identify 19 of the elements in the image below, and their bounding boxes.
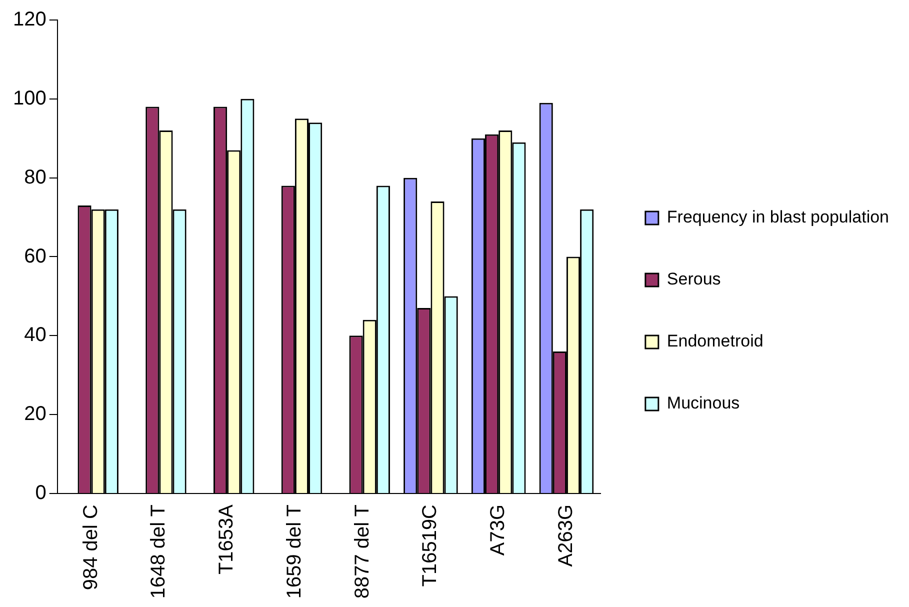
x-tick-label: 1648 del T	[148, 504, 170, 599]
y-tick-label: 0	[35, 482, 46, 504]
legend-label: Serous	[666, 270, 721, 289]
x-tick-label: T16519C	[419, 504, 442, 587]
y-tick-label: 120	[12, 8, 46, 31]
y-tick-label: 60	[24, 245, 46, 268]
legend-label: Mucinous	[666, 394, 740, 413]
x-tick-label: 984 del C	[80, 504, 102, 590]
y-tick-label: 80	[24, 166, 46, 188]
x-tick-label: 1659 del T	[283, 504, 306, 599]
x-tick-label: 8877 del T	[351, 504, 374, 599]
y-tick-label: 40	[24, 324, 46, 346]
legend-label: Endometroid	[666, 332, 764, 351]
y-tick-label: 20	[24, 403, 46, 426]
x-tick-label: A73G	[487, 504, 510, 556]
y-tick-label: 100	[12, 87, 46, 110]
legend-label: Frequency in blast population	[666, 208, 890, 227]
x-tick-label: T1653A	[216, 504, 238, 575]
x-tick-label: A263G	[554, 504, 577, 567]
